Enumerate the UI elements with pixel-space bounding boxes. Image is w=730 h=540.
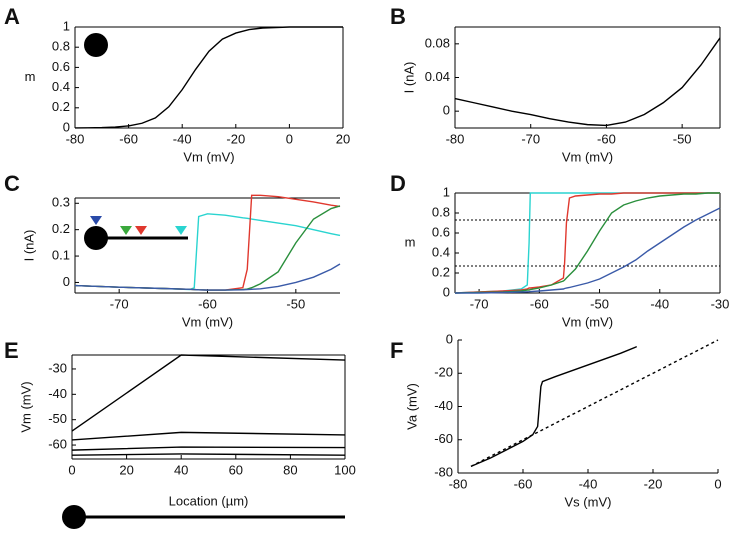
data-line bbox=[454, 192, 720, 294]
x-axis-label: Vm (mV) bbox=[183, 149, 234, 164]
data-line bbox=[454, 37, 721, 127]
y-tick-label: 0.2 bbox=[432, 264, 450, 279]
data-line bbox=[455, 207, 721, 294]
x-tick-label: 0 bbox=[68, 462, 75, 477]
x-tick-label: 0 bbox=[714, 476, 721, 491]
y-axis-label: Vm (mV) bbox=[18, 381, 33, 432]
x-tick-label: -80 bbox=[446, 131, 465, 146]
x-tick-label: -40 bbox=[579, 476, 598, 491]
panel-letter: E bbox=[4, 338, 19, 363]
soma-icon bbox=[84, 33, 108, 57]
x-tick-label: -60 bbox=[597, 131, 616, 146]
x-tick-label: -70 bbox=[521, 131, 540, 146]
data-line bbox=[74, 194, 341, 291]
y-tick-label: -50 bbox=[48, 411, 67, 426]
data-line bbox=[74, 263, 341, 291]
x-tick-label: -50 bbox=[590, 296, 609, 311]
x-tick-label: -60 bbox=[514, 476, 533, 491]
y-tick-label: 0.6 bbox=[52, 59, 70, 74]
y-tick-label: -40 bbox=[434, 398, 453, 413]
x-tick-label: 20 bbox=[119, 462, 133, 477]
y-tick-label: 0.2 bbox=[52, 99, 70, 114]
x-tick-label: 40 bbox=[174, 462, 188, 477]
y-tick-label: 0 bbox=[63, 274, 70, 289]
y-tick-label: -60 bbox=[434, 431, 453, 446]
x-tick-label: -30 bbox=[711, 296, 730, 311]
y-tick-label: 1 bbox=[63, 18, 70, 33]
y-tick-label: 0.1 bbox=[52, 247, 70, 262]
x-tick-label: -60 bbox=[198, 296, 217, 311]
data-line bbox=[71, 453, 346, 456]
y-tick-label: 0 bbox=[63, 119, 70, 134]
data-line bbox=[74, 26, 343, 129]
x-tick-label: -60 bbox=[530, 296, 549, 311]
y-tick-label: -80 bbox=[434, 464, 453, 479]
x-tick-label: 20 bbox=[336, 131, 350, 146]
neuron-icon-e bbox=[62, 505, 345, 529]
y-tick-label: 0 bbox=[443, 284, 450, 299]
data-line bbox=[454, 192, 720, 294]
x-tick-label: -40 bbox=[173, 131, 192, 146]
y-tick-label: 0 bbox=[446, 331, 453, 346]
data-line bbox=[470, 346, 638, 467]
x-tick-label: -60 bbox=[119, 131, 138, 146]
x-axis-label: Location (µm) bbox=[169, 493, 249, 508]
y-tick-label: -60 bbox=[48, 436, 67, 451]
data-line bbox=[470, 339, 719, 467]
x-axis-label: Vm (mV) bbox=[562, 314, 613, 329]
y-tick-label: 0 bbox=[443, 103, 450, 118]
data-line bbox=[74, 205, 341, 291]
y-tick-label: 0.3 bbox=[52, 195, 70, 210]
y-tick-label: 1 bbox=[443, 184, 450, 199]
neuron-icon-c bbox=[84, 216, 188, 250]
x-tick-label: -80 bbox=[449, 476, 468, 491]
x-tick-label: 80 bbox=[283, 462, 297, 477]
x-tick-label: -50 bbox=[673, 131, 692, 146]
panel-letter: B bbox=[390, 4, 406, 29]
data-line bbox=[71, 354, 346, 432]
x-tick-label: 0 bbox=[286, 131, 293, 146]
x-tick-label: -80 bbox=[66, 131, 85, 146]
x-tick-label: -20 bbox=[644, 476, 663, 491]
x-tick-label: -50 bbox=[286, 296, 305, 311]
x-axis-label: Vm (mV) bbox=[562, 149, 613, 164]
y-tick-label: -20 bbox=[434, 365, 453, 380]
y-tick-label: 0.6 bbox=[432, 224, 450, 239]
y-tick-label: -40 bbox=[48, 386, 67, 401]
y-tick-label: 0.4 bbox=[432, 244, 450, 259]
panel-letter: C bbox=[4, 171, 20, 196]
y-tick-label: 0.08 bbox=[425, 35, 450, 50]
data-line bbox=[454, 192, 720, 294]
y-tick-label: 0.8 bbox=[52, 39, 70, 54]
y-tick-label: 0.8 bbox=[432, 204, 450, 219]
panel-letter: F bbox=[390, 338, 403, 363]
y-axis-label: I (nA) bbox=[21, 230, 36, 262]
panel-letter: A bbox=[4, 4, 20, 29]
x-tick-label: 100 bbox=[334, 462, 356, 477]
y-tick-label: 0.4 bbox=[52, 79, 70, 94]
x-tick-label: -70 bbox=[470, 296, 489, 311]
data-line bbox=[71, 446, 346, 451]
data-line bbox=[74, 213, 341, 291]
panel-letter: D bbox=[390, 171, 406, 196]
x-tick-label: 60 bbox=[229, 462, 243, 477]
y-tick-label: 0.04 bbox=[425, 69, 450, 84]
y-axis-label: m bbox=[25, 69, 36, 84]
x-tick-label: -20 bbox=[226, 131, 245, 146]
y-tick-label: 0.2 bbox=[52, 221, 70, 236]
x-axis-label: Vs (mV) bbox=[565, 494, 612, 509]
y-axis-label: I (nA) bbox=[401, 62, 416, 94]
x-axis-label: Vm (mV) bbox=[182, 314, 233, 329]
x-tick-label: -70 bbox=[110, 296, 129, 311]
y-axis-label: Va (mV) bbox=[404, 383, 419, 430]
x-tick-label: -40 bbox=[650, 296, 669, 311]
data-line bbox=[71, 431, 346, 441]
y-axis-label: m bbox=[405, 234, 416, 249]
y-tick-label: -30 bbox=[48, 360, 67, 375]
